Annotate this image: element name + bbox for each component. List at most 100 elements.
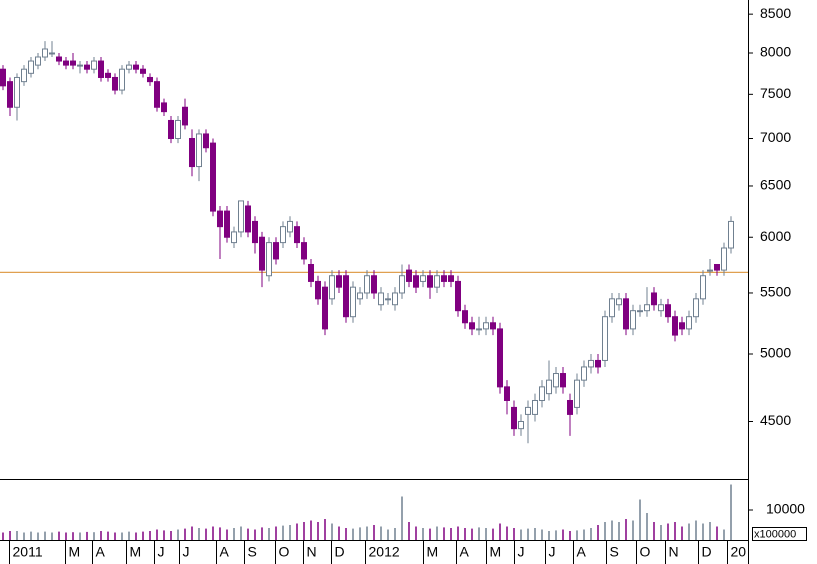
candle-body bbox=[497, 328, 503, 388]
y-tick-label: 6500 bbox=[760, 177, 791, 193]
candle-body bbox=[546, 379, 552, 395]
candle-body bbox=[476, 328, 482, 331]
candle-body bbox=[700, 275, 706, 300]
x-tick-label: 2011 bbox=[13, 544, 43, 560]
candle-body bbox=[721, 247, 727, 271]
candle-body bbox=[427, 275, 433, 288]
candle-body bbox=[161, 102, 167, 113]
candle-body bbox=[616, 298, 622, 306]
candle-body bbox=[126, 64, 132, 70]
volume-unit-box bbox=[752, 527, 807, 541]
x-tick-label: 20 bbox=[731, 544, 747, 560]
candle-body bbox=[469, 322, 475, 330]
candle-body bbox=[203, 133, 209, 149]
candle-body bbox=[707, 269, 713, 272]
candle-body bbox=[504, 386, 510, 401]
candle-body bbox=[280, 226, 286, 244]
candle-body bbox=[672, 316, 678, 336]
candle-body bbox=[98, 60, 104, 78]
x-tick-label: S bbox=[248, 544, 257, 560]
candle-body bbox=[630, 310, 636, 330]
candle-body bbox=[112, 76, 118, 91]
candle-body bbox=[168, 119, 174, 140]
candle-body bbox=[441, 275, 447, 282]
candle-body bbox=[560, 373, 566, 388]
candle-body bbox=[658, 304, 664, 312]
candle-body bbox=[679, 322, 685, 330]
candle-body bbox=[609, 298, 615, 318]
x-tick-label: S bbox=[610, 544, 619, 560]
candle-body bbox=[665, 304, 671, 318]
candle-body bbox=[140, 68, 146, 74]
candle-body bbox=[294, 226, 300, 244]
candle-body bbox=[644, 304, 650, 312]
candle-body bbox=[28, 60, 34, 74]
candle-body bbox=[266, 242, 272, 277]
candle-body bbox=[420, 275, 426, 282]
x-tick-label: J bbox=[183, 544, 190, 560]
candle-body bbox=[357, 292, 363, 300]
candle-body bbox=[154, 81, 160, 108]
y-tick-label: 8000 bbox=[760, 44, 791, 60]
candle-body bbox=[49, 52, 55, 55]
candle-body bbox=[77, 64, 83, 67]
candle-body bbox=[651, 292, 657, 306]
candle-body bbox=[686, 316, 692, 330]
candle-body bbox=[553, 373, 559, 388]
candle-body bbox=[637, 310, 643, 313]
y-tick-label: 8500 bbox=[760, 5, 791, 21]
candle-body bbox=[371, 275, 377, 294]
candle-body bbox=[14, 76, 20, 108]
candle-body bbox=[105, 72, 111, 78]
candle-body bbox=[322, 286, 328, 330]
x-tick-label: M bbox=[490, 544, 502, 560]
candle-body bbox=[147, 76, 153, 83]
candle-body bbox=[238, 200, 244, 233]
candle-body bbox=[392, 292, 398, 306]
candle-body bbox=[714, 263, 720, 271]
candle-body bbox=[308, 263, 314, 282]
candle-body bbox=[455, 280, 461, 312]
candle-body bbox=[350, 286, 356, 318]
x-tick-label: D bbox=[702, 544, 712, 560]
candle-body bbox=[567, 399, 573, 415]
candle-body bbox=[588, 359, 594, 368]
candle-body bbox=[378, 292, 384, 306]
candle-body bbox=[329, 275, 335, 300]
x-tick-label: N bbox=[669, 544, 679, 560]
candle-body bbox=[189, 138, 195, 168]
candle-body bbox=[595, 359, 601, 368]
candle-body bbox=[252, 220, 258, 244]
candle-body bbox=[539, 386, 545, 401]
candle-body bbox=[343, 275, 349, 318]
y-tick-label: 5000 bbox=[760, 345, 791, 361]
candle-body bbox=[42, 48, 48, 58]
candle-body bbox=[448, 275, 454, 282]
candle-body bbox=[490, 322, 496, 330]
candle-body bbox=[406, 269, 412, 282]
candle-body bbox=[84, 64, 90, 70]
candle-body bbox=[119, 68, 125, 91]
candle-body bbox=[364, 275, 370, 294]
candle-body bbox=[623, 298, 629, 330]
x-tick-label: O bbox=[640, 544, 651, 560]
candle-body bbox=[385, 298, 391, 301]
candle-body bbox=[224, 210, 230, 238]
candle-body bbox=[133, 64, 139, 70]
candle-body bbox=[462, 310, 468, 324]
candle-body bbox=[210, 142, 216, 212]
x-tick-label: 2012 bbox=[369, 544, 400, 560]
y-tick-label: 7000 bbox=[760, 129, 791, 145]
x-tick-label: O bbox=[279, 544, 290, 560]
candle-body bbox=[301, 242, 307, 260]
candle-body bbox=[434, 275, 440, 288]
x-tick-label: M bbox=[69, 544, 81, 560]
candle-body bbox=[35, 56, 41, 66]
candle-body bbox=[518, 420, 524, 430]
candle-body bbox=[63, 60, 69, 66]
x-tick-label: D bbox=[335, 544, 345, 560]
candle-body bbox=[273, 242, 279, 260]
y-tick-label: 4500 bbox=[760, 412, 791, 428]
